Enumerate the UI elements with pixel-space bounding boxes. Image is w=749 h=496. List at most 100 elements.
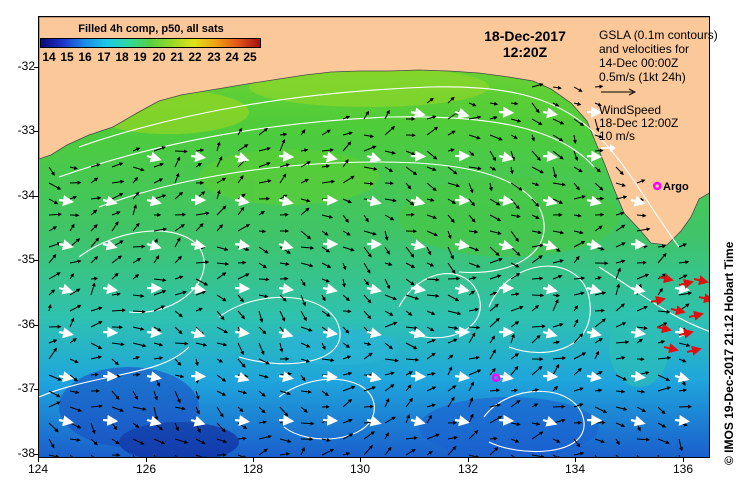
velocity-arrow <box>678 404 692 409</box>
velocity-arrow <box>90 282 96 296</box>
velocity-arrow <box>174 255 182 264</box>
velocity-arrow <box>384 321 398 328</box>
velocity-arrow <box>384 278 391 290</box>
velocity-arrow <box>237 406 244 413</box>
velocity-arrow <box>489 150 497 162</box>
velocity-arrow <box>594 420 606 425</box>
strong-current-arrows <box>650 273 709 356</box>
wind-arrow <box>542 283 558 295</box>
wind-arrow <box>630 415 646 427</box>
velocity-arrow <box>573 305 579 312</box>
velocity-arrow <box>468 381 474 392</box>
velocity-arrow <box>132 274 140 280</box>
velocity-arrow <box>510 230 519 243</box>
velocity-arrow <box>510 353 520 360</box>
velocity-arrow <box>258 406 266 414</box>
velocity-arrow <box>216 422 226 433</box>
velocity-arrow <box>489 230 502 235</box>
wind-arrow <box>58 415 74 427</box>
velocity-arrow <box>300 262 314 268</box>
y-tick-label: -34 <box>17 188 35 202</box>
velocity-arrow <box>279 294 287 302</box>
velocity-arrow <box>573 333 584 344</box>
velocity-arrow <box>615 355 626 360</box>
velocity-arrow <box>258 374 269 379</box>
velocity-arrow <box>174 422 179 432</box>
velocity-arrow <box>153 305 166 312</box>
velocity-arrow <box>447 230 452 240</box>
velocity-arrow <box>678 260 690 265</box>
velocity-arrow <box>489 403 501 408</box>
velocity-arrow <box>258 342 265 356</box>
sst-map <box>39 17 709 457</box>
velocity-arrow <box>153 178 164 184</box>
velocity-arrow <box>384 384 395 392</box>
velocity-arrow <box>426 310 436 315</box>
wind-arrow <box>542 415 558 427</box>
velocity-arrow <box>363 310 372 320</box>
velocity-arrow <box>594 276 602 281</box>
velocity-arrow <box>363 431 376 440</box>
velocity-arrow <box>279 438 292 443</box>
velocity-arrow <box>132 356 141 360</box>
velocity-arrow <box>552 293 561 298</box>
wind-arrow <box>102 326 119 338</box>
velocity-arrow <box>384 166 394 172</box>
velocity-arrow <box>510 182 523 191</box>
velocity-arrow <box>153 454 159 457</box>
x-tickmark <box>360 458 361 462</box>
velocity-arrow <box>594 134 603 139</box>
y-tickmark <box>34 196 38 197</box>
velocity-arrow <box>195 342 208 347</box>
wind-arrow <box>278 195 294 207</box>
velocity-arrow <box>468 307 480 312</box>
velocity-arrow <box>615 259 626 264</box>
velocity-arrow <box>216 189 221 200</box>
velocity-arrow <box>174 358 182 366</box>
velocity-arrow <box>153 162 164 168</box>
velocity-arrow <box>552 259 564 264</box>
velocity-arrow <box>342 418 353 424</box>
velocity-arrow <box>153 278 167 283</box>
velocity-arrow <box>552 230 565 235</box>
velocity-arrow <box>657 374 671 381</box>
velocity-arrow <box>342 342 351 348</box>
velocity-arrow <box>426 403 436 408</box>
velocity-arrow <box>132 257 142 264</box>
velocity-arrow <box>48 226 58 232</box>
x-tick-label: 132 <box>457 462 479 476</box>
velocity-arrow <box>237 390 248 395</box>
velocity-arrow <box>258 434 272 440</box>
velocity-arrow <box>384 214 395 221</box>
velocity-arrow <box>678 438 684 452</box>
velocity-arrow <box>258 277 270 282</box>
velocity-arrow <box>678 358 687 363</box>
velocity-arrow <box>405 371 413 376</box>
velocity-arrow <box>132 204 137 216</box>
velocity-arrow <box>552 356 567 361</box>
velocity-arrow <box>447 182 461 188</box>
velocity-arrow <box>258 390 266 397</box>
velocity-arrow <box>111 358 120 366</box>
velocity-arrow <box>510 388 519 393</box>
velocity-arrow <box>552 323 564 328</box>
colorbar-label: 22 <box>188 50 202 64</box>
velocity-arrow <box>258 448 268 456</box>
velocity-arrow <box>594 84 604 89</box>
x-tickmark <box>38 458 39 462</box>
velocity-arrow <box>636 406 646 412</box>
velocity-arrow <box>69 304 82 312</box>
velocity-arrow <box>48 347 57 360</box>
velocity-arrow <box>426 339 437 344</box>
velocity-arrow <box>573 367 582 376</box>
colorbar-label: 21 <box>170 50 184 64</box>
velocity-arrow <box>216 310 225 321</box>
velocity-arrow <box>510 454 515 457</box>
velocity-arrow <box>111 292 121 297</box>
velocity-arrow <box>216 406 224 418</box>
velocity-arrow <box>342 141 352 152</box>
strong-current-arrow <box>678 328 694 339</box>
velocity-arrow <box>48 212 62 217</box>
velocity-arrow <box>468 182 474 194</box>
velocity-arrow <box>300 294 306 307</box>
